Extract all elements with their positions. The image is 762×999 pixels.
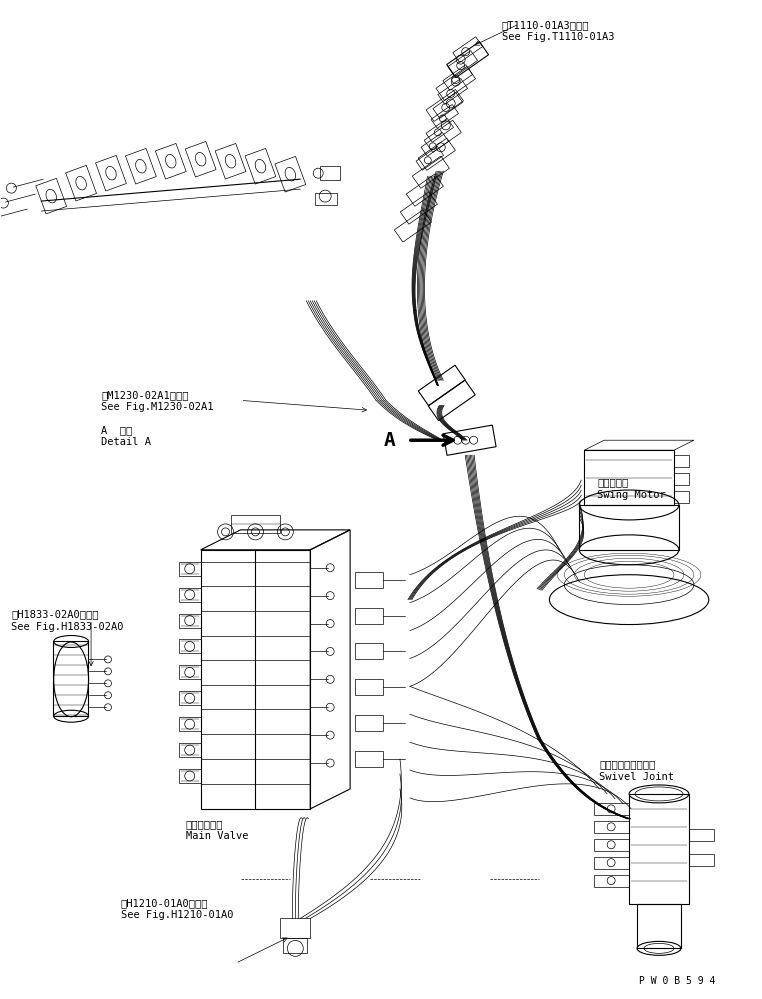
Bar	[179, 665, 200, 679]
Bar	[594, 875, 629, 886]
Bar	[283, 938, 307, 953]
Bar	[200, 549, 310, 809]
Bar	[179, 613, 200, 627]
Bar	[280, 918, 310, 938]
Bar	[355, 751, 383, 767]
Text: 第H1210-01A0図参照: 第H1210-01A0図参照	[121, 898, 209, 908]
Text: Detail A: Detail A	[101, 438, 151, 448]
Text: 旋回モータ: 旋回モータ	[597, 478, 629, 488]
Bar	[320, 166, 340, 180]
Text: A  詳細: A 詳細	[101, 426, 133, 436]
Bar	[315, 193, 337, 205]
Bar	[355, 643, 383, 659]
Text: Main Valve: Main Valve	[186, 831, 248, 841]
Bar	[674, 474, 689, 486]
Bar	[179, 769, 200, 783]
Bar	[594, 821, 629, 833]
Bar	[231, 514, 280, 532]
Bar	[355, 715, 383, 731]
Bar	[594, 857, 629, 869]
Bar	[179, 717, 200, 731]
Bar	[689, 854, 714, 866]
Bar	[629, 794, 689, 903]
Text: Swivel Joint: Swivel Joint	[599, 772, 674, 782]
Bar	[179, 691, 200, 705]
Bar	[179, 743, 200, 757]
Text: メインバルブ: メインバルブ	[186, 819, 223, 829]
Text: 第H1833-02A0図参照: 第H1833-02A0図参照	[11, 609, 99, 619]
Bar	[579, 504, 679, 549]
Bar	[355, 679, 383, 695]
Bar	[674, 456, 689, 468]
Text: 第T1110-01A3図参照: 第T1110-01A3図参照	[501, 20, 589, 30]
Text: See Fig.T1110-01A3: See Fig.T1110-01A3	[501, 32, 614, 42]
Text: P W 0 B 5 9 4: P W 0 B 5 9 4	[639, 976, 716, 986]
Text: See Fig.H1210-01A0: See Fig.H1210-01A0	[121, 910, 233, 920]
Text: See Fig.H1833-02A0: See Fig.H1833-02A0	[11, 621, 124, 631]
Text: A: A	[384, 431, 395, 450]
Bar	[179, 561, 200, 575]
Bar	[53, 641, 88, 716]
Bar	[674, 492, 689, 502]
Bar	[594, 803, 629, 815]
Bar	[355, 607, 383, 623]
Bar	[179, 587, 200, 601]
Text: 第M1230-02A1図参照: 第M1230-02A1図参照	[101, 391, 188, 401]
Bar	[637, 903, 681, 948]
Text: Swing Motor: Swing Motor	[597, 491, 666, 500]
Text: スイベルジョイント: スイベルジョイント	[599, 759, 655, 769]
Bar	[584, 451, 674, 504]
Bar	[179, 639, 200, 653]
Bar	[355, 571, 383, 587]
Bar	[594, 839, 629, 851]
Text: See Fig.M1230-02A1: See Fig.M1230-02A1	[101, 403, 213, 413]
Bar	[689, 829, 714, 841]
